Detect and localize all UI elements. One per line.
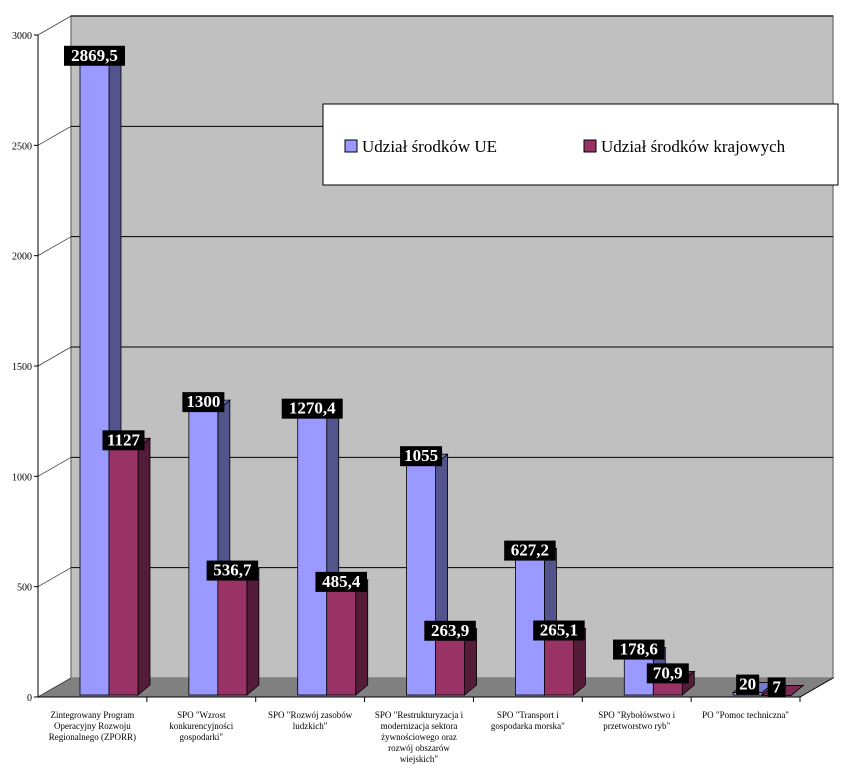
data-label-box — [281, 398, 343, 419]
data-label: 1127 — [107, 430, 141, 449]
bar — [188, 409, 219, 696]
bar — [108, 447, 139, 696]
data-label-box — [767, 677, 786, 698]
x-category-label: przetworstwo ryb" — [603, 721, 670, 731]
x-category-label: SPO "Wzrost — [177, 710, 226, 720]
data-label-box — [182, 392, 225, 413]
x-category-label: SPO "Restrukturyzacja i — [375, 710, 464, 720]
data-label: 70,9 — [653, 663, 683, 682]
bar — [326, 589, 357, 696]
data-label: 1270,4 — [289, 399, 336, 418]
bar-side — [137, 437, 151, 696]
legend-swatch — [344, 139, 358, 153]
bar-side — [355, 579, 369, 696]
data-label-box — [504, 540, 556, 561]
bar — [544, 638, 574, 696]
x-category-label: żywnościowego oraz — [381, 732, 457, 742]
data-label: 1055 — [404, 446, 438, 465]
data-label-box — [646, 663, 689, 684]
gridline-connector — [37, 456, 72, 477]
data-label-box — [736, 674, 760, 695]
x-category-label: Regionalnego (ZPORR) — [49, 732, 136, 742]
data-label-box — [315, 571, 367, 592]
data-label-box — [400, 446, 443, 467]
x-category-label: SPO "Rozwój zasobów — [268, 710, 353, 720]
bar — [435, 638, 465, 696]
y-tick-label: 1500 — [12, 362, 32, 373]
y-tick-label: 2000 — [12, 252, 32, 263]
gridline-connector — [37, 346, 72, 367]
gridline-connector — [37, 236, 72, 257]
x-category-label: ludzkich" — [293, 721, 328, 731]
data-label: 265,1 — [540, 621, 578, 640]
x-category-label: SPO "Rybołówstwo i — [598, 710, 675, 720]
data-label-box — [102, 430, 145, 451]
x-category-label: konkurencyjności — [169, 721, 233, 731]
data-label: 178,6 — [620, 640, 658, 659]
x-category-label: gospodarka morska" — [491, 721, 565, 731]
gridline-connector — [37, 677, 72, 698]
x-category-label: SPO "Transport i — [497, 710, 559, 720]
x-category-label: modernizacja sektora — [381, 721, 458, 731]
data-label-box — [533, 620, 585, 641]
x-axis-depth — [799, 677, 834, 698]
gridline-connector — [37, 567, 72, 588]
bar-side — [246, 567, 260, 696]
legend-label: Udział środków krajowych — [601, 137, 786, 156]
gridline-connector — [37, 125, 72, 146]
data-label: 536,7 — [213, 561, 252, 580]
legend-label: Udział środków UE — [362, 137, 497, 156]
bar — [217, 578, 248, 696]
y-tick-label: 1000 — [12, 472, 32, 483]
data-label: 627,2 — [511, 541, 549, 560]
gridline-connector — [37, 15, 72, 36]
legend-swatch — [583, 139, 597, 153]
x-category-label: Zintegrowany Program — [51, 710, 135, 720]
data-label: 7 — [772, 677, 781, 696]
data-label: 485,4 — [322, 572, 361, 591]
data-label-box — [64, 45, 125, 66]
data-label-box — [206, 560, 259, 581]
data-label-box — [613, 639, 665, 660]
y-tick-label: 3000 — [12, 31, 32, 42]
y-tick-label: 0 — [27, 693, 32, 704]
y-tick-label: 500 — [17, 583, 32, 594]
x-category-label: wiejskich" — [400, 754, 438, 764]
bar — [406, 463, 436, 696]
legend-box — [322, 103, 839, 186]
x-category-label: Operacyjny Rozwoju — [54, 721, 131, 731]
bar — [79, 63, 110, 696]
y-tick-label: 2500 — [12, 141, 32, 152]
data-label-box — [424, 620, 476, 641]
x-category-label: gospodarki" — [179, 732, 223, 742]
data-label: 20 — [739, 675, 756, 694]
bar — [652, 680, 683, 696]
bar — [297, 416, 328, 696]
x-category-label: PO "Pomoc techniczna" — [702, 710, 789, 720]
data-label: 1300 — [186, 392, 220, 411]
x-category-label: rozwój obszarów — [388, 743, 450, 753]
data-label: 2869,5 — [71, 46, 118, 65]
data-label: 263,9 — [431, 621, 469, 640]
